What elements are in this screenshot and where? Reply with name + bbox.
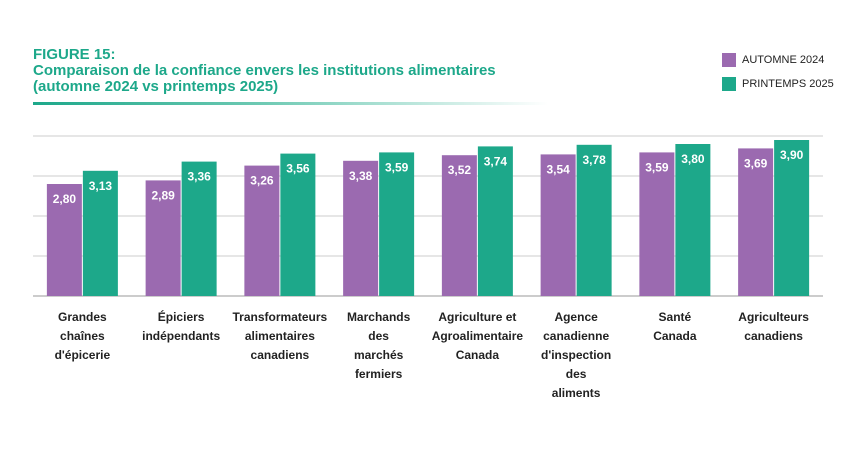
legend-label-autumn: AUTOMNE 2024 [742,54,825,66]
category-label: Santé Canada [653,310,697,343]
bar-autumn [46,184,82,296]
category-label: Agriculture et Agroalimentaire Canada [431,310,524,362]
bar-spring [774,140,810,296]
bar-spring [82,170,118,296]
legend-swatch-spring [722,77,736,91]
chart-title-line1: Comparaison de la confiance envers les i… [33,62,496,79]
bar-autumn [343,160,379,296]
figure-label: FIGURE 15: [33,46,116,63]
bar-value-label: 3,52 [448,163,472,177]
legend-label-spring: PRINTEMPS 2025 [742,78,834,90]
bar-value-label: 3,69 [744,156,768,170]
bar-autumn [441,155,477,296]
bar-value-label: 3,38 [349,169,373,183]
bar-value-label: 2,89 [151,188,175,202]
bar-value-label: 3,80 [681,152,705,166]
bar-value-label: 3,36 [187,170,211,184]
bar-spring [477,146,513,296]
bar-value-label: 3,54 [546,162,570,176]
bar-value-label: 3,78 [582,153,606,167]
legend-swatch-autumn [722,53,736,67]
bar-spring [280,153,316,296]
bar-spring [675,144,711,296]
bar-value-label: 3,56 [286,162,310,176]
legend-item-spring: PRINTEMPS 2025 [722,73,834,95]
bar-autumn [145,180,181,296]
bar-spring [576,144,612,296]
category-label: Épiciers indépendants [142,310,221,343]
bar-value-label: 3,59 [645,160,669,174]
chart-title-line2: (automne 2024 vs printemps 2025) [33,78,279,95]
bar-autumn [738,148,774,296]
bar-value-label: 3,90 [780,148,804,162]
bar-value-label: 3,13 [89,179,113,193]
bar-value-label: 3,26 [250,174,274,188]
title-underline [33,102,548,105]
bar-autumn [639,152,675,296]
bar-spring [379,152,415,296]
bar-value-label: 3,74 [484,154,508,168]
chart-header: FIGURE 15: Comparaison de la confiance e… [33,47,496,95]
category-label: Agriculteurs canadiens [738,310,809,343]
bar-autumn [244,165,280,296]
bar-autumn [540,154,576,296]
category-label: Transformateurs alimentaires canadiens [232,310,328,362]
bar-value-label: 3,59 [385,160,409,174]
bar-value-label: 2,80 [53,192,77,206]
category-label: Marchands des marchés fermiers [346,310,411,381]
category-label: Agence canadienne d'inspection des alime… [541,310,612,400]
legend-item-autumn: AUTOMNE 2024 [722,49,834,71]
category-label: Grandes chaînes d'épicerie [54,310,111,362]
chart-legend: AUTOMNE 2024 PRINTEMPS 2025 [722,49,834,97]
bar-spring [181,161,217,296]
